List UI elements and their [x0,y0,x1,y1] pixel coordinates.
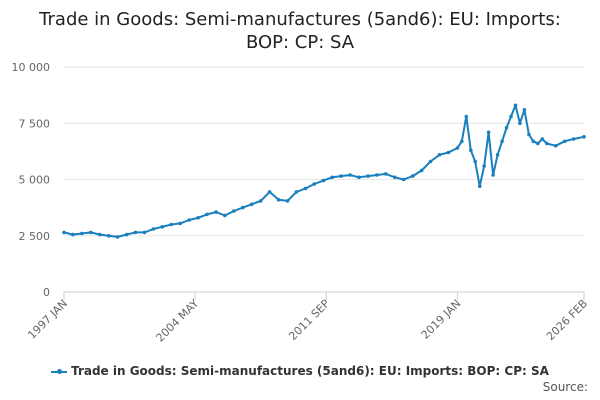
data-point[interactable] [437,153,442,157]
data-point[interactable] [446,150,451,155]
data-point[interactable] [223,213,227,218]
data-point[interactable] [522,108,527,112]
data-point[interactable] [62,230,66,235]
data-point[interactable] [527,132,531,137]
data-point[interactable] [196,216,200,220]
data-point[interactable] [419,168,424,173]
data-point[interactable] [169,222,174,227]
data-point[interactable] [545,141,549,146]
y-tick-label: 0 [43,286,50,299]
x-tick-label: 2026 FEB [544,297,590,343]
data-point[interactable] [486,130,491,135]
data-point[interactable] [187,218,191,222]
data-point[interactable] [330,175,335,180]
data-point[interactable] [348,173,352,177]
data-point[interactable] [294,190,299,194]
data-point[interactable] [553,144,558,148]
data-point[interactable] [241,205,245,210]
data-point[interactable] [500,139,504,144]
data-point[interactable] [531,139,536,144]
x-tick-label: 2011 SEP [286,297,332,343]
source-label: Source: [542,380,588,394]
data-point[interactable] [518,121,522,126]
data-point[interactable] [178,221,182,226]
data-point[interactable] [509,114,513,119]
data-point[interactable] [410,174,415,178]
data-point[interactable] [582,135,586,139]
chart-title: Trade in Goods: Semi-manufactures (5and6… [0,8,600,54]
x-tick-label: 2004 MAY [154,297,202,345]
y-tick-label: 10 000 [12,61,51,74]
data-point[interactable] [267,190,272,194]
x-tick-label: 1997 JAN [25,297,70,342]
data-point[interactable] [160,225,165,229]
y-tick-label: 2 500 [19,230,51,243]
data-point[interactable] [571,137,576,141]
data-point[interactable] [133,230,138,235]
data-point[interactable] [428,159,433,164]
data-point[interactable] [249,202,254,207]
data-point[interactable] [455,146,460,150]
series-layer[interactable] [62,103,586,239]
data-point[interactable] [312,182,317,186]
legend[interactable]: Trade in Goods: Semi-manufactures (5and6… [0,364,600,378]
data-point[interactable] [232,209,236,213]
data-point[interactable] [384,172,388,176]
data-point[interactable] [339,174,343,178]
data-point[interactable] [98,232,102,237]
data-point[interactable] [106,234,111,238]
data-point[interactable] [89,230,93,235]
chart-title-line-1: Trade in Goods: Semi-manufactures (5and6… [39,9,561,30]
legend-label[interactable]: Trade in Goods: Semi-manufactures (5and6… [71,364,549,378]
data-point[interactable] [357,175,361,180]
chart-title-line-2: BOP: CP: SA [245,32,355,53]
data-point[interactable] [375,173,379,177]
data-point[interactable] [124,232,129,237]
legend-swatch-icon [51,368,68,374]
data-point[interactable] [464,114,469,119]
y-tick-label: 5 000 [19,174,51,187]
data-point[interactable] [495,153,500,157]
data-point[interactable] [491,173,495,177]
data-point[interactable] [473,159,478,164]
y-axis-tick-labels: 0 2 500 5 000 7 500 10 000 [12,61,51,299]
data-point[interactable] [80,231,84,236]
data-point[interactable] [276,198,281,202]
data-point[interactable] [366,174,370,178]
data-point[interactable] [504,126,509,130]
data-point[interactable] [71,232,75,237]
data-point[interactable] [115,235,120,239]
data-point[interactable] [401,177,406,182]
data-point[interactable] [393,175,397,180]
data-point[interactable] [477,184,482,189]
series-line[interactable] [63,104,585,238]
data-point[interactable] [151,227,156,231]
data-point[interactable] [460,139,464,144]
data-point[interactable] [321,178,326,183]
data-point[interactable] [142,230,147,235]
data-point[interactable] [540,137,545,141]
data-point[interactable] [285,199,290,203]
x-tick-label: 2019 JAN [419,297,464,342]
data-point[interactable] [258,199,263,203]
x-axis: 1997 JAN 2004 MAY 2011 SEP 2019 JAN 2026 FEB [25,292,590,345]
data-point[interactable] [482,164,487,168]
data-point[interactable] [562,139,567,144]
data-point[interactable] [214,210,218,214]
data-point[interactable] [303,186,308,191]
data-point[interactable] [469,148,473,153]
data-point[interactable] [536,141,540,146]
data-point[interactable] [513,103,518,108]
y-tick-label: 7 500 [19,117,51,130]
data-point[interactable] [205,212,209,217]
